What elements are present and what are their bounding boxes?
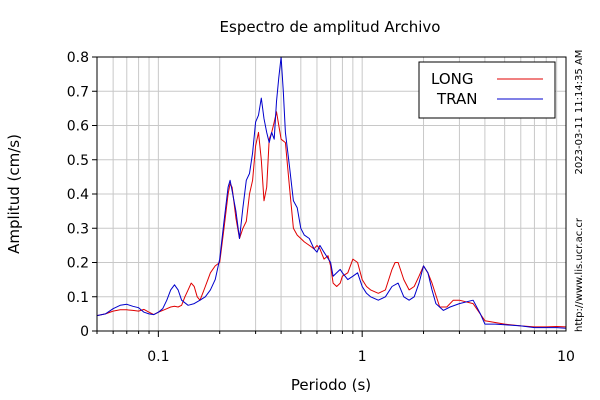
axis-ticks: 0 0.1 0.2 0.3 0.4 0.5 0.6 0.7 0.8 0.1 1 10 [67, 50, 575, 365]
y-tick-label: 0.5 [67, 153, 89, 169]
legend-label-tran: TRAN [436, 90, 477, 108]
x-axis-label: Periodo (s) [291, 376, 371, 394]
y-tick-label: 0.4 [67, 187, 89, 203]
y-axis-label: Amplitud (cm/s) [5, 134, 23, 254]
y-tick-label: 0.3 [67, 221, 89, 237]
y-tick-label: 0.8 [67, 50, 89, 66]
y-tick-label: 0.1 [67, 290, 89, 306]
source-url-text: http://www.lis.ucr.ac.cr [574, 217, 585, 332]
y-tick-label: 0 [80, 324, 89, 340]
grid [96, 56, 566, 332]
legend-box [418, 61, 556, 119]
chart-title: Espectro de amplitud Archivo [220, 18, 441, 36]
y-tick-label: 0.7 [67, 84, 89, 100]
series-lines [96, 56, 567, 329]
series-line-long [96, 111, 567, 328]
y-tick-label: 0.2 [67, 256, 89, 272]
legend-label-long: LONG [431, 70, 473, 88]
timestamp-text: 2023-03-11 11:14:35 AM [574, 50, 585, 175]
x-tick-label: 10 [557, 349, 575, 365]
x-tick-label: 1 [358, 349, 367, 365]
y-tick-label: 0.6 [67, 119, 89, 135]
series-line-tran [96, 56, 567, 329]
legend: LONG TRAN [418, 61, 556, 119]
x-tick-label: 0.1 [147, 349, 169, 365]
